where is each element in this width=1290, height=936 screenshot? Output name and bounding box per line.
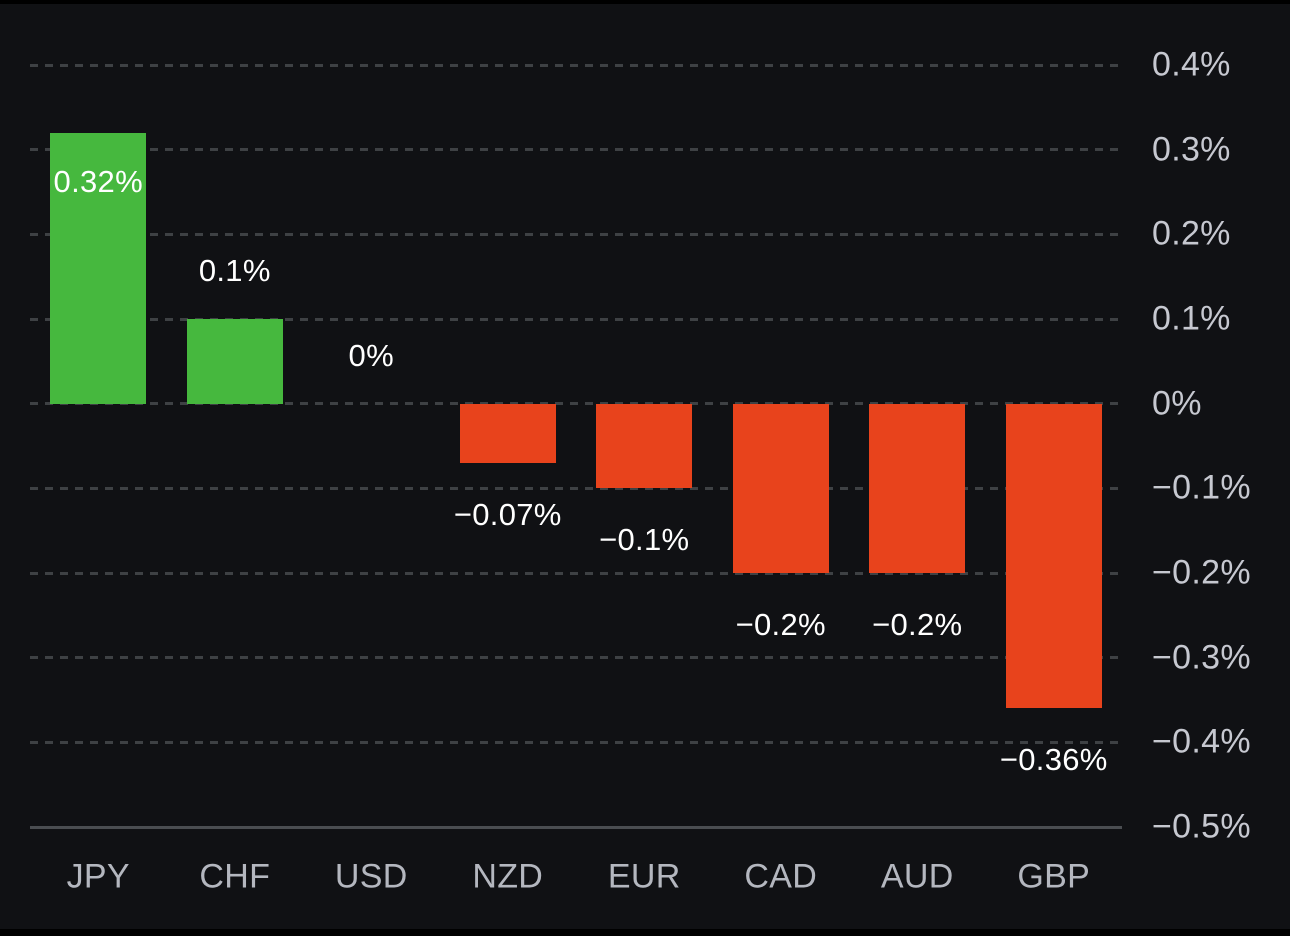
- category-label-eur: EUR: [607, 857, 681, 896]
- y-axis-tick-label: −0.5%: [1152, 807, 1251, 846]
- bar-eur[interactable]: [596, 403, 693, 489]
- value-label-nzd: −0.07%: [453, 496, 562, 532]
- y-axis-tick-label: 0%: [1152, 384, 1202, 423]
- gridline: [30, 571, 1122, 575]
- frame-edge-top: [0, 0, 1290, 4]
- bar-cad[interactable]: [732, 403, 829, 573]
- gridline: [30, 232, 1122, 236]
- y-axis-tick-label: −0.4%: [1152, 722, 1251, 761]
- bar-chf[interactable]: [186, 319, 283, 404]
- y-axis-tick-label: −0.3%: [1152, 638, 1251, 677]
- y-axis-tick-label: 0.1%: [1152, 299, 1231, 338]
- category-label-chf: CHF: [199, 857, 271, 896]
- value-label-chf: 0.1%: [198, 253, 271, 288]
- category-label-jpy: JPY: [66, 857, 130, 896]
- value-label-cad: −0.2%: [735, 607, 826, 642]
- category-label-usd: USD: [334, 857, 408, 896]
- value-label-jpy: 0.32%: [53, 163, 143, 199]
- x-axis-baseline: [30, 825, 1122, 829]
- value-label-gbp: −0.36%: [999, 742, 1108, 778]
- y-axis-tick-label: 0.4%: [1152, 45, 1231, 84]
- category-label-aud: AUD: [880, 857, 954, 896]
- y-axis-tick-label: −0.1%: [1152, 468, 1251, 507]
- gridline: [30, 317, 1122, 321]
- gridline: [30, 740, 1122, 744]
- gridline: [30, 148, 1122, 152]
- gridline: [30, 402, 1122, 406]
- y-axis-tick-label: 0.2%: [1152, 214, 1231, 253]
- gridline: [30, 656, 1122, 660]
- bar-jpy[interactable]: [50, 132, 147, 404]
- value-label-eur: −0.1%: [599, 522, 690, 558]
- category-label-cad: CAD: [744, 857, 818, 896]
- y-axis-tick-label: −0.2%: [1152, 553, 1251, 592]
- bar-gbp[interactable]: [1005, 403, 1102, 709]
- gridline: [30, 486, 1122, 490]
- bar-nzd[interactable]: [459, 403, 556, 463]
- value-label-usd: 0%: [348, 337, 394, 373]
- category-label-nzd: NZD: [472, 857, 544, 896]
- bar-aud[interactable]: [869, 403, 966, 573]
- category-label-gbp: GBP: [1017, 857, 1091, 896]
- gridline: [30, 63, 1122, 67]
- frame-edge-bottom: [0, 929, 1290, 936]
- value-label-aud: −0.2%: [872, 607, 963, 642]
- y-axis-tick-label: 0.3%: [1152, 130, 1231, 169]
